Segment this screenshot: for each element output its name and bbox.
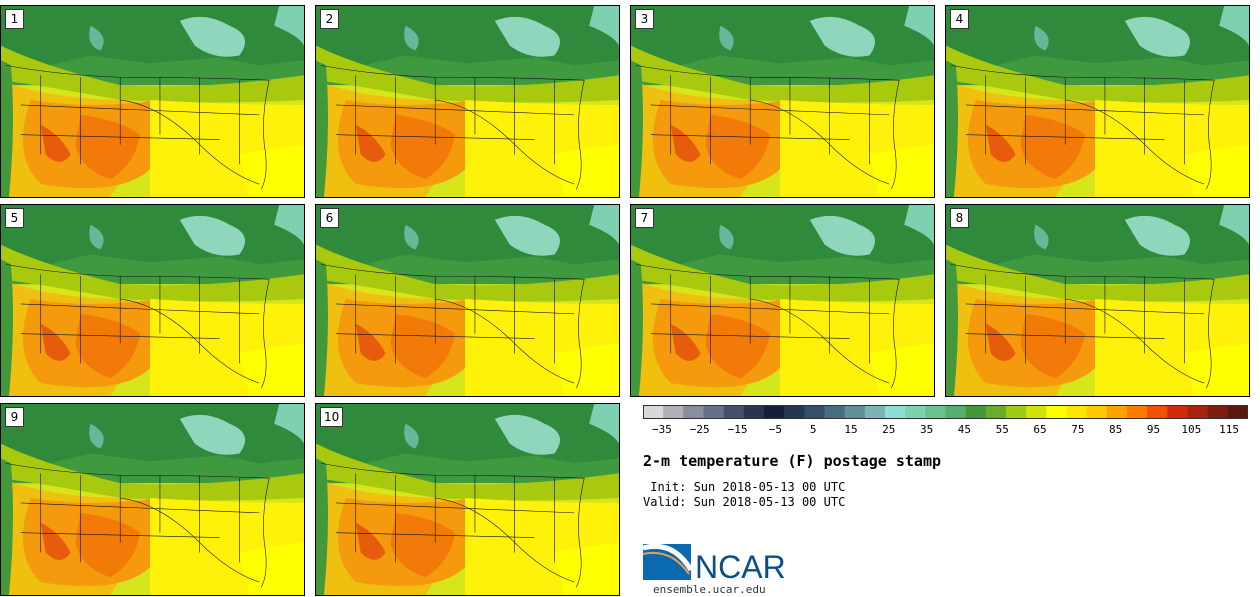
- colorbar-segment: [1127, 405, 1148, 419]
- stamp-panel-7: 7: [630, 204, 935, 397]
- temperature-map: [946, 6, 1249, 197]
- stamp-panel-3: 3: [630, 5, 935, 198]
- colorbar-tick-label: −15: [727, 423, 748, 436]
- colorbar-ticks: −35 −25 −15 −5 5 15 25 35 45 55 65 75 85 95 105 115: [643, 423, 1248, 437]
- stamp-panel-10: 10: [315, 403, 620, 596]
- colorbar-tick-label: −5: [768, 423, 782, 436]
- colorbar-tick-label: 115: [1219, 423, 1240, 436]
- figure-title: 2-m temperature (F) postage stamp: [643, 452, 942, 470]
- colorbar-tick-label: 65: [1033, 423, 1047, 436]
- temperature-map: [631, 205, 934, 396]
- colorbar-tick-label: 5: [809, 423, 817, 436]
- colorbar-segment: [1187, 405, 1208, 419]
- colorbar-segment: [1207, 405, 1229, 419]
- colorbar-segment: [1227, 405, 1248, 419]
- temperature-map: [1, 205, 304, 396]
- colorbar-segment: [1066, 405, 1087, 419]
- colorbar-segment: [683, 405, 704, 419]
- stamp-panel-6: 6: [315, 204, 620, 397]
- temperature-map: [631, 6, 934, 197]
- member-label: 3: [635, 9, 654, 29]
- colorbar-segment: [925, 405, 946, 419]
- valid-time: Valid: Sun 2018-05-13 00 UTC: [643, 495, 846, 509]
- colorbar-tick-label: −25: [689, 423, 710, 436]
- colorbar-segment: [784, 405, 805, 419]
- colorbar-tick-label: 35: [919, 423, 934, 436]
- colorbar-segment: [723, 405, 745, 419]
- colorbar-segment: [985, 405, 1007, 419]
- colorbar-segment: [885, 405, 906, 419]
- colorbar-segment: [864, 405, 886, 419]
- member-label: 8: [950, 208, 969, 228]
- colorbar-tick-label: 45: [957, 423, 972, 436]
- colorbar-border: [643, 405, 1248, 419]
- member-label: 6: [320, 208, 339, 228]
- stamp-panel-8: 8: [945, 204, 1250, 397]
- stamp-panel-5: 5: [0, 204, 305, 397]
- member-label: 7: [635, 208, 654, 228]
- colorbar-segment: [663, 405, 684, 419]
- colorbar-tick-label: −35: [651, 423, 672, 436]
- colorbar-segment: [743, 405, 765, 419]
- stamp-panel-4: 4: [945, 5, 1250, 198]
- colorbar-segment: [764, 405, 785, 419]
- temperature-colorbar: [643, 405, 1248, 419]
- colorbar-segment: [1026, 405, 1047, 419]
- colorbar-segment: [1006, 405, 1027, 419]
- colorbar-segment: [965, 405, 987, 419]
- temperature-map: [1, 6, 304, 197]
- colorbar-segment: [1147, 405, 1168, 419]
- stamp-panel-9: 9: [0, 403, 305, 596]
- temperature-map: [316, 404, 619, 595]
- logo-text: NCAR: [695, 549, 786, 582]
- member-label: 5: [5, 208, 24, 228]
- colorbar-tick-label: 25: [882, 423, 896, 436]
- temperature-map: [316, 205, 619, 396]
- colorbar-segment: [1046, 405, 1067, 419]
- colorbar-tick-label: 55: [995, 423, 1009, 436]
- colorbar-tick-label: 75: [1071, 423, 1085, 436]
- member-label: 1: [5, 9, 24, 29]
- temperature-map: [1, 404, 304, 595]
- member-label: 2: [320, 9, 339, 29]
- colorbar-segment: [643, 405, 664, 419]
- colorbar-segment: [1086, 405, 1108, 419]
- colorbar-segment: [804, 405, 825, 419]
- ncar-logo: NCAR: [643, 543, 786, 582]
- colorbar-segment: [905, 405, 926, 419]
- temperature-map: [946, 205, 1249, 396]
- stamp-panel-1: 1: [0, 5, 305, 198]
- colorbar-segment: [844, 405, 866, 419]
- stamp-panel-2: 2: [315, 5, 620, 198]
- colorbar-segment: [824, 405, 845, 419]
- colorbar-segment: [1106, 405, 1128, 419]
- colorbar-segment: [945, 405, 966, 419]
- colorbar-tick-label: 15: [844, 423, 858, 436]
- member-label: 10: [320, 407, 344, 427]
- site-url: ensemble.ucar.edu: [653, 583, 766, 596]
- colorbar-tick-label: 105: [1181, 423, 1202, 436]
- colorbar-segment: [703, 405, 724, 419]
- temperature-map: [316, 6, 619, 197]
- colorbar-tick-label: 85: [1109, 423, 1123, 436]
- colorbar-tick-label: 95: [1146, 423, 1161, 436]
- member-label: 9: [5, 407, 24, 427]
- member-label: 4: [950, 9, 969, 29]
- init-time: Init: Sun 2018-05-13 00 UTC: [643, 480, 846, 494]
- colorbar-segment: [1167, 405, 1188, 419]
